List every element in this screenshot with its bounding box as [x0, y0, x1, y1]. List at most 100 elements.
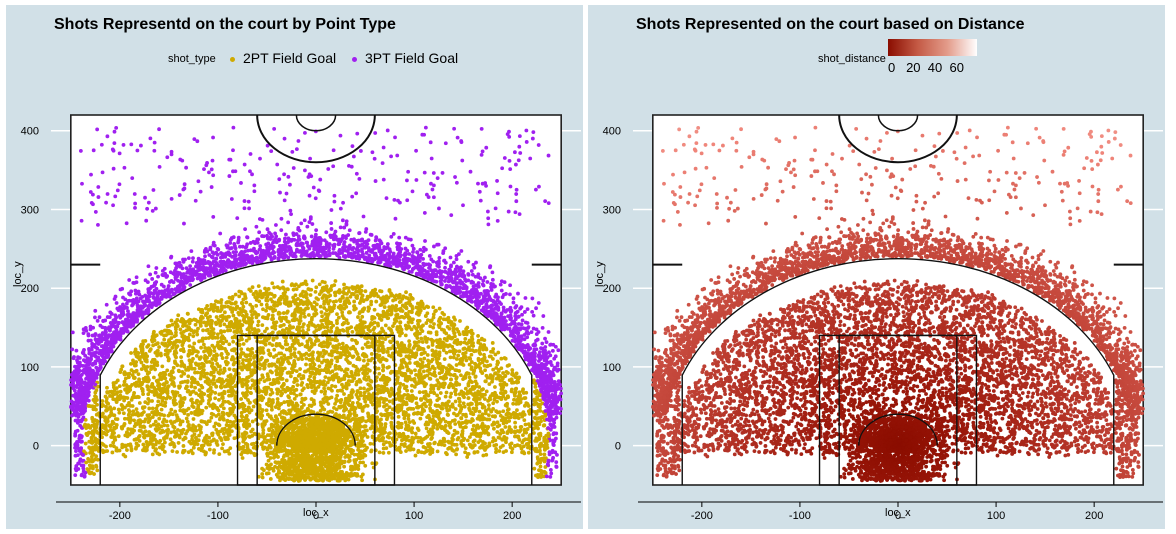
shot-point [390, 351, 395, 356]
shot-point [274, 343, 279, 348]
shot-point [413, 368, 417, 373]
shot-point [428, 446, 433, 450]
shot-point [311, 360, 315, 365]
shot-point [290, 282, 294, 286]
shot-point [483, 379, 488, 384]
shot-point [487, 441, 492, 446]
legend-label-2pt: 2PT Field Goal [243, 50, 337, 66]
shot-point [363, 335, 367, 340]
shot-point [132, 376, 137, 381]
shot-point [397, 392, 401, 397]
shot-point [287, 361, 292, 366]
shot-point [233, 300, 238, 305]
shot-point [494, 393, 499, 398]
shot-point [184, 416, 189, 421]
shot-point [215, 443, 220, 447]
shot-point [275, 390, 280, 395]
shot-point [431, 325, 436, 330]
shot-point [154, 361, 159, 365]
shot-point [189, 328, 193, 333]
shot-point [459, 389, 464, 394]
shot-point [461, 351, 466, 356]
shot-point [362, 424, 367, 429]
shot-point [428, 377, 433, 381]
shot-point [129, 447, 134, 451]
shot-point [321, 340, 326, 345]
shot-point [213, 396, 218, 401]
shot-point [362, 377, 367, 381]
shot-point [370, 434, 375, 439]
shot-point [102, 430, 107, 435]
shot-point [323, 351, 327, 356]
shot-point [341, 328, 346, 333]
shot-point [108, 443, 113, 448]
shot-point [411, 419, 415, 423]
shot-point [513, 389, 518, 394]
shot-point [418, 374, 422, 379]
shot-point [265, 372, 270, 377]
shot-point [114, 446, 119, 451]
shot-point [166, 413, 171, 418]
shot-point [283, 290, 288, 295]
shot-point [272, 285, 277, 290]
shot-point [454, 357, 459, 361]
shot-point [360, 409, 365, 413]
shot-point [440, 425, 445, 430]
shot-point [214, 427, 219, 432]
shot-point [313, 308, 318, 313]
shot-point [134, 407, 139, 412]
shot-point [181, 408, 186, 413]
shot-point [227, 393, 231, 398]
shot-point [275, 400, 280, 405]
shot-point [189, 390, 194, 395]
shot-point [519, 424, 524, 429]
shot-point [438, 315, 443, 320]
shot-point [350, 373, 355, 378]
shot-point [210, 319, 214, 324]
shot-point [247, 325, 252, 330]
shot-point [424, 426, 429, 431]
shot-point [270, 370, 274, 375]
shot-point [309, 344, 314, 349]
shot-point [104, 408, 108, 413]
shot-point [522, 451, 527, 456]
shot-point [177, 435, 182, 440]
shot-point [239, 291, 244, 296]
shot-point [506, 415, 511, 420]
shot-point [305, 345, 310, 349]
shot-point [411, 351, 415, 356]
shot-point [251, 441, 256, 446]
shot-point [272, 323, 277, 328]
shot-point [312, 305, 317, 310]
shot-point [462, 346, 467, 351]
shot-point [434, 411, 439, 416]
shot-point [202, 349, 206, 354]
shot-point [317, 364, 322, 369]
shot-point [194, 428, 199, 433]
shot-point [286, 301, 291, 306]
shot-point [399, 425, 404, 430]
shot-point [141, 339, 146, 344]
shot-point [455, 342, 460, 347]
shot-point [490, 357, 495, 361]
shot-point [483, 368, 487, 373]
shot-point [240, 300, 244, 305]
shot-point [250, 378, 255, 383]
shot-point [389, 306, 394, 311]
shot-point [195, 332, 200, 337]
shot-point [199, 383, 204, 388]
shot-point [514, 371, 519, 376]
shot-point [490, 341, 495, 345]
shot-point [252, 327, 257, 331]
shot-point [356, 315, 360, 319]
shot-point [472, 368, 477, 373]
shot-point [388, 431, 392, 435]
shot-point [150, 452, 155, 457]
shot-point [304, 362, 308, 367]
shot-point [251, 445, 256, 450]
shot-point [160, 364, 165, 369]
shot-point [270, 281, 275, 286]
shot-point [333, 384, 338, 389]
shot-point [157, 452, 162, 457]
shot-point [444, 366, 449, 371]
